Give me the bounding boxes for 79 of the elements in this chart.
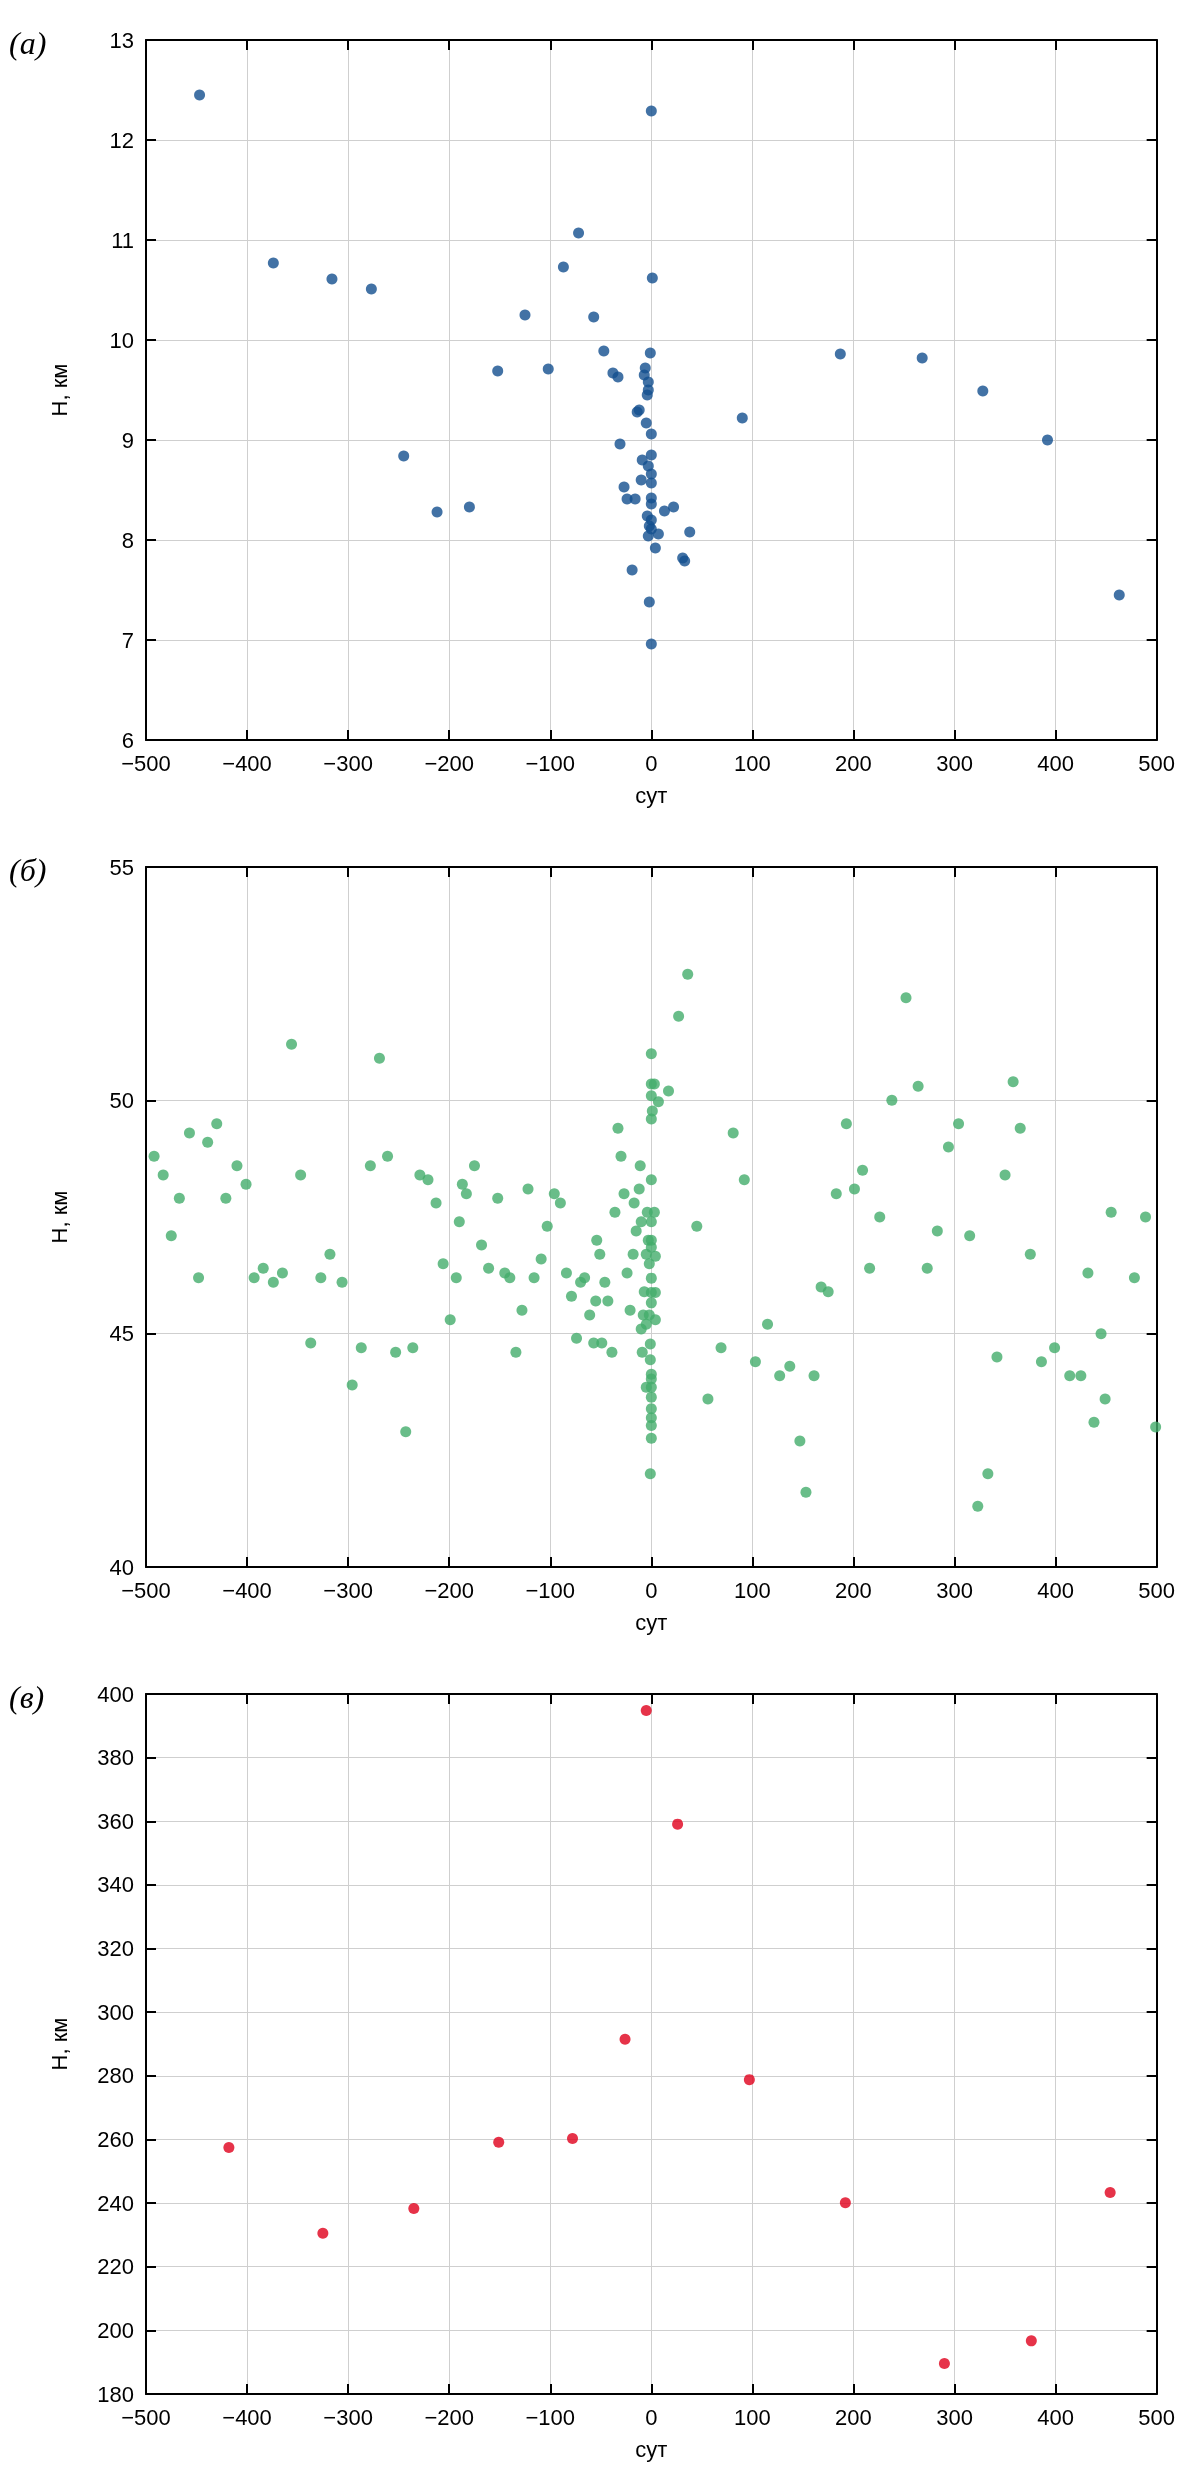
x-tick-label: 0 [645,1577,658,1603]
x-tick-label: 300 [936,2404,973,2430]
x-tick-label: 200 [835,1577,872,1603]
y-tick-label: 400 [97,1681,134,1707]
y-tick-label: 13 [109,27,134,53]
y-tick-label: 380 [97,1745,134,1771]
y-tick-label: 9 [121,427,134,453]
x-tick-label: −500 [121,750,171,776]
y-tick-label: 55 [109,854,134,880]
x-tick-label: 100 [734,750,771,776]
x-tick-label: 200 [835,750,872,776]
point [938,2357,950,2369]
point [223,2141,235,2153]
x-tick-label: 400 [1037,1577,1074,1603]
point [672,1818,684,1830]
x-tick-label: 300 [936,1577,973,1603]
x-tick-label: −500 [121,1577,171,1603]
chart-title: (б) [9,852,47,888]
x-tick-label: −400 [222,2404,272,2430]
y-tick-label: 7 [121,627,134,653]
y-tick-label: 50 [109,1087,134,1113]
x-tick-label: 400 [1037,750,1074,776]
x-tick-label: 200 [835,2404,872,2430]
point [743,2074,755,2086]
y-tick-label: 180 [97,2381,134,2407]
y-axis-title: H, км [46,2017,72,2071]
y-tick-label: 300 [97,1999,134,2025]
x-tick-label: −200 [424,750,474,776]
y-tick-label: 260 [97,2126,134,2152]
x-tick-label: −300 [323,750,373,776]
point [493,2136,505,2148]
x-tick-label: −100 [525,750,576,776]
point [640,1705,652,1717]
x-tick-label: −100 [525,2404,576,2430]
x-tick-label: 400 [1037,2404,1074,2430]
x-tick-label: −300 [323,2404,373,2430]
y-axis-title: H, км [46,1190,72,1244]
x-tick-label: −200 [424,2404,474,2430]
x-axis-title: сут [635,782,668,808]
y-tick-label: 280 [97,2063,134,2089]
y-tick-label: 240 [97,2190,134,2216]
x-tick-label: 100 [734,2404,771,2430]
x-tick-label: −400 [222,1577,272,1603]
point [1104,2187,1116,2199]
point [839,2197,851,2209]
x-tick-label: −300 [323,1577,373,1603]
y-tick-label: 360 [97,1808,134,1834]
x-tick-label: −400 [222,750,272,776]
y-tick-label: 12 [109,127,134,153]
x-tick-label: −100 [525,1577,576,1603]
x-tick-label: −500 [121,2404,171,2430]
x-tick-label: 0 [645,750,658,776]
x-axis-title: сут [635,1609,668,1635]
x-tick-label: 500 [1138,750,1176,776]
y-tick-label: 8 [121,527,134,553]
x-tick-label: −200 [424,1577,474,1603]
x-tick-label: 500 [1138,1577,1176,1603]
y-tick-label: 11 [111,227,134,253]
x-axis-title: сут [635,2436,668,2462]
y-tick-label: 200 [97,2317,134,2343]
x-tick-label: 0 [645,2404,658,2430]
y-tick-label: 6 [121,727,134,753]
chart-title: (а) [9,25,47,61]
chart-title: (в) [9,1679,45,1715]
y-tick-label: 45 [109,1321,134,1347]
x-tick-label: 100 [734,1577,771,1603]
x-tick-label: 500 [1138,2404,1176,2430]
point [317,2227,329,2239]
y-axis-title: H, км [46,363,72,417]
point [619,2033,631,2045]
y-tick-label: 40 [109,1554,134,1580]
y-tick-label: 220 [97,2254,134,2280]
y-tick-label: 10 [109,327,134,353]
point [408,2203,420,2214]
y-tick-label: 340 [97,1872,134,1898]
point [1025,2335,1037,2347]
y-tick-label: 320 [97,1936,134,1962]
x-tick-label: 300 [936,750,973,776]
point [567,2133,578,2144]
